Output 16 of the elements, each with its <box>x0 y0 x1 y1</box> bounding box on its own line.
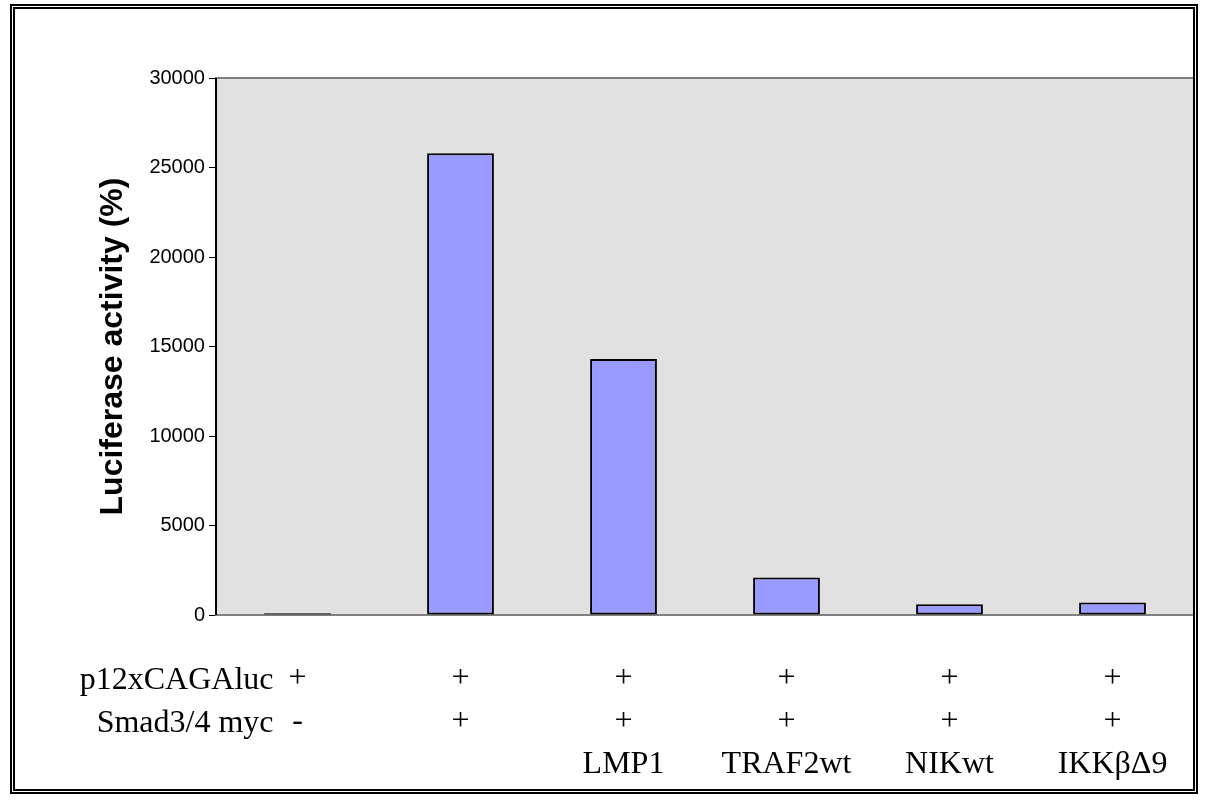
x-tick-label: + - <box>288 657 307 737</box>
x-tick-label: + + LMP1 <box>582 657 665 780</box>
x-tick-label: + + IKKβΔ9 <box>1057 657 1168 780</box>
x-tick-label: + + TRAF2wt <box>721 657 852 780</box>
y-tick-label: 20000 <box>149 244 205 267</box>
y-tick-label: 15000 <box>149 334 205 357</box>
x-tick-label: + + <box>451 657 470 737</box>
text: Smad3/4 myc <box>96 702 274 741</box>
y-tick-label: 25000 <box>149 155 205 178</box>
y-axis-title: Luciferase activity (%) <box>93 177 130 516</box>
y-tick-label: 10000 <box>149 423 205 446</box>
y-tick-label: 5000 <box>160 513 205 536</box>
x-tick-label: + + NIKwt <box>905 657 995 780</box>
text: p12xCAGAluc <box>79 659 274 698</box>
y-tick-label: 0 <box>193 602 205 625</box>
y-tick-label: 30000 <box>149 65 205 88</box>
